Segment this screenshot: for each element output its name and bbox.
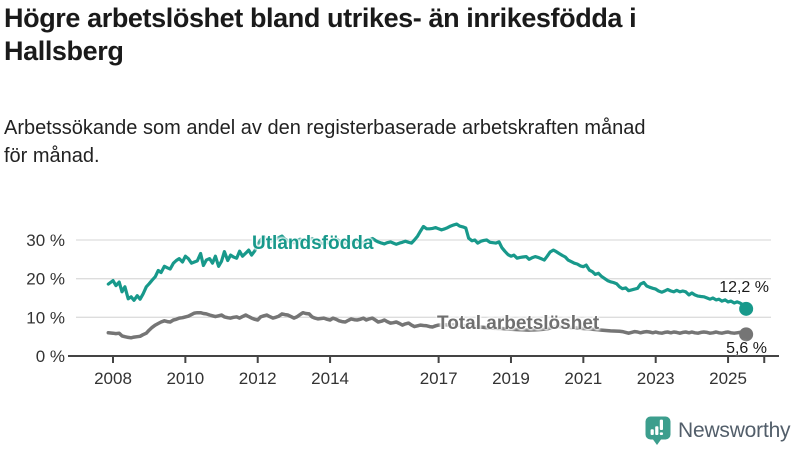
title-line-1: Högre arbetslöshet bland utrikes- än inr… [4,3,637,33]
end-value-label-total: 5,6 % [726,340,767,357]
subtitle-line-1: Arbetssökande som andel av den registerb… [4,117,646,139]
x-tick-label-2010: 2010 [166,369,204,388]
page-title: Högre arbetslöshet bland utrikes- än inr… [4,2,637,68]
y-tick-label-0: 0 % [36,347,65,366]
subtitle-line-2: för månad. [4,145,100,167]
x-tick-label-2012: 2012 [239,369,277,388]
series-label-total-arbetsloshet: Total arbetslöshet [437,313,600,334]
series-line-utlandsfodda [106,222,748,311]
series-line-total [106,310,748,340]
x-tick-label-2014: 2014 [311,369,349,388]
x-tick-label-2025: 2025 [709,369,747,388]
logo-wordmark: Newsworthy [678,419,791,442]
x-tick-label-2019: 2019 [492,369,530,388]
chart-subtitle: Arbetssökande som andel av den registerb… [4,114,646,170]
series-label-utlandsfodda: Utlandsfödda [252,233,374,254]
x-tick-label-2008: 2008 [94,369,132,388]
x-tick-label-2021: 2021 [564,369,602,388]
logo-bars [650,419,663,435]
title-line-2: Hallsberg [4,36,124,66]
x-tick-label-2023: 2023 [637,369,675,388]
series-endpoint-dot-total [739,327,754,342]
end-value-label-utlandsfodda: 12,2 % [719,279,769,296]
series-endpoint-dot-utlandsfodda [739,301,754,316]
x-tick-label-2017: 2017 [420,369,458,388]
y-tick-label-20: 20 % [26,270,65,289]
y-tick-label-30: 30 % [26,231,65,250]
newsworthy-logo: Newsworthy [645,416,791,446]
bar-chart-speech-bubble-icon [645,416,671,445]
y-tick-label-10: 10 % [26,308,65,327]
